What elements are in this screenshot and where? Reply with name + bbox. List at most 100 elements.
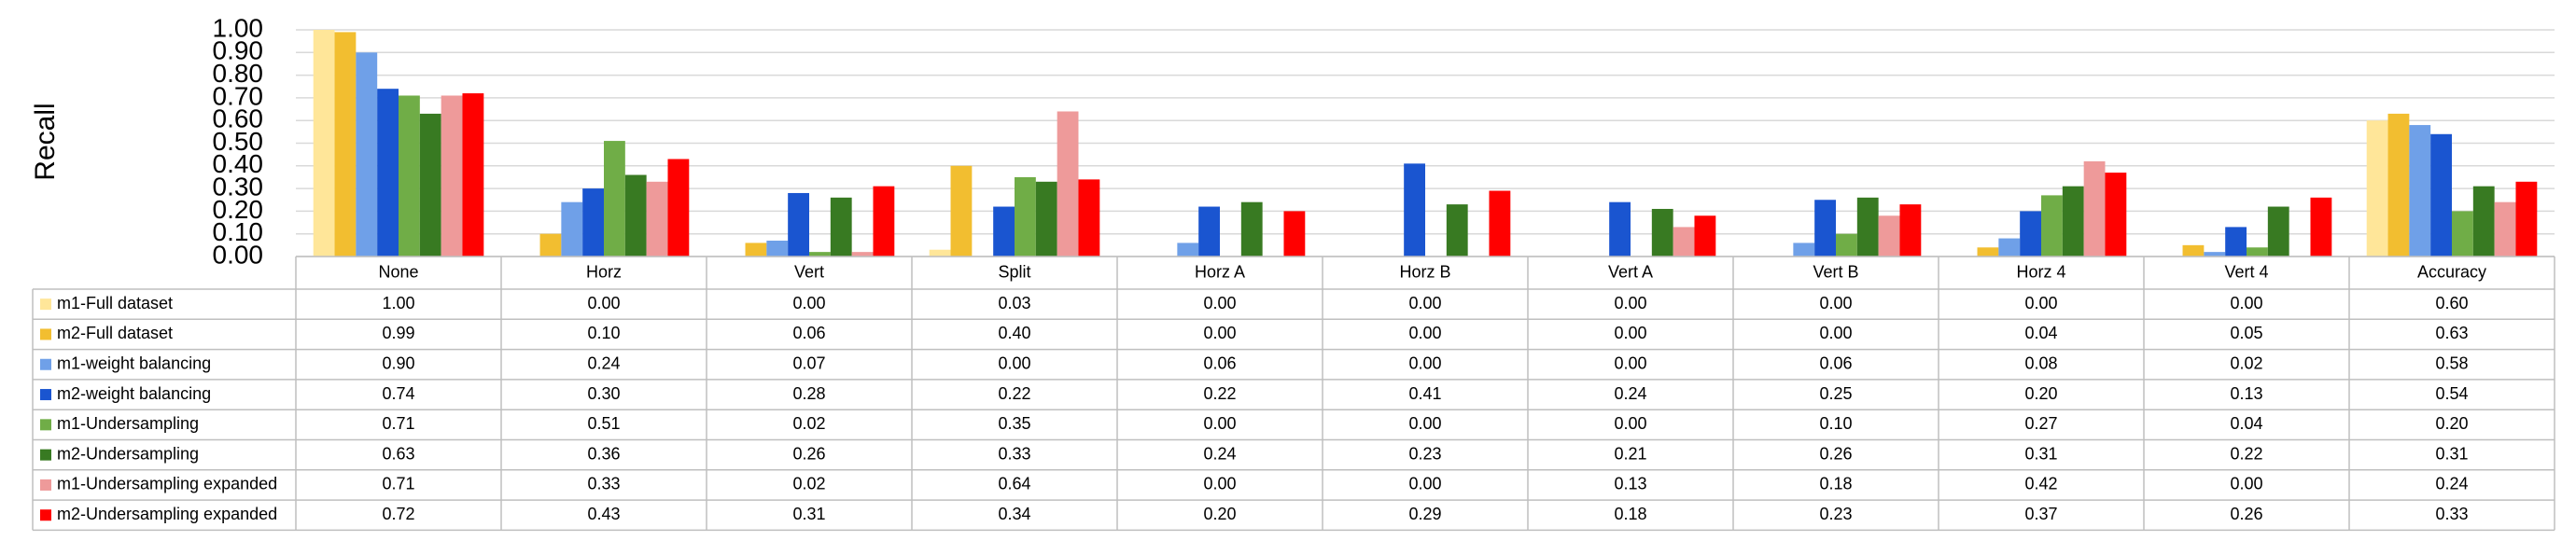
- table-value: 0.71: [382, 414, 414, 433]
- table-value: 0.28: [792, 384, 825, 403]
- table-value: 0.06: [1819, 354, 1852, 373]
- x-tick-label: Accuracy: [2417, 262, 2486, 281]
- y-tick-label: 0.50: [213, 127, 264, 156]
- table-value: 0.18: [1614, 505, 1646, 523]
- table-value: 0.08: [2024, 354, 2057, 373]
- y-axis-label: Recall: [30, 103, 61, 180]
- table-value: 0.74: [382, 384, 414, 403]
- x-tick-label: Horz A: [1195, 262, 1245, 281]
- table-value: 0.37: [2024, 505, 2057, 523]
- bar: [2452, 211, 2473, 257]
- bar: [1489, 190, 1511, 257]
- bar: [830, 197, 852, 257]
- table-value: 0.00: [2024, 294, 2057, 312]
- bar: [2409, 125, 2431, 257]
- table-value: 0.25: [1819, 384, 1852, 403]
- bar: [2247, 247, 2268, 257]
- legend-swatch: [40, 509, 51, 521]
- table-value: 0.00: [1203, 294, 1236, 312]
- bar: [1283, 211, 1306, 257]
- bar: [950, 165, 973, 257]
- bar: [334, 32, 357, 257]
- table-value: 0.33: [2435, 505, 2468, 523]
- bar: [2310, 197, 2332, 257]
- table-value: 0.23: [1408, 444, 1441, 463]
- legend-label: m2-Full dataset: [57, 324, 173, 342]
- y-tick-label: 0.70: [213, 81, 264, 110]
- bar: [1977, 247, 1999, 257]
- table-value: 0.42: [2024, 475, 2057, 493]
- table-value: 0.34: [998, 505, 1030, 523]
- bar: [539, 233, 562, 257]
- table-value: 0.72: [382, 505, 414, 523]
- table-value: 0.00: [1408, 294, 1441, 312]
- bar: [2083, 160, 2106, 257]
- bar: [993, 206, 1015, 257]
- legend-label: m1-weight balancing: [57, 354, 211, 373]
- x-tick-label: Vert A: [1608, 262, 1653, 281]
- y-tick-label: 0.00: [213, 240, 264, 269]
- bar: [2062, 186, 2084, 257]
- table-value: 0.41: [1408, 384, 1441, 403]
- table-value: 0.02: [2230, 354, 2262, 373]
- bar: [1694, 215, 1716, 257]
- bar: [2430, 133, 2452, 257]
- bar: [1878, 215, 1900, 257]
- table-value: 0.90: [382, 354, 414, 373]
- y-tick-label: 0.40: [213, 149, 264, 178]
- table-value: 0.36: [587, 444, 620, 463]
- table-value: 0.31: [792, 505, 825, 523]
- table-value: 0.20: [2024, 384, 2057, 403]
- table-value: 0.00: [1408, 324, 1441, 342]
- bar: [1240, 201, 1263, 257]
- table-value: 0.10: [587, 324, 620, 342]
- table-value: 0.00: [1614, 294, 1646, 312]
- table-value: 0.29: [1408, 505, 1441, 523]
- bar: [1856, 197, 1879, 257]
- bar: [851, 252, 874, 257]
- bar: [441, 95, 463, 257]
- table-value: 0.00: [1819, 294, 1852, 312]
- bar: [1404, 163, 1425, 257]
- bar: [766, 240, 789, 257]
- bar: [561, 201, 583, 257]
- table-value: 0.71: [382, 475, 414, 493]
- bar: [1177, 243, 1199, 257]
- table-value: 0.03: [998, 294, 1030, 312]
- y-tick-label: 0.20: [213, 195, 264, 224]
- y-tick-label: 0.60: [213, 104, 264, 133]
- table-value: 0.30: [587, 384, 620, 403]
- bar: [2387, 113, 2410, 257]
- table-value: 0.00: [2230, 475, 2262, 493]
- table-value: 0.00: [1614, 414, 1646, 433]
- bar: [1015, 176, 1036, 257]
- bar: [356, 52, 378, 257]
- x-tick-label: Vert 4: [2224, 262, 2268, 281]
- legend-label: m1-Full dataset: [57, 294, 173, 312]
- y-tick-label: 0.10: [213, 217, 264, 246]
- table-value: 0.13: [2230, 384, 2262, 403]
- bar: [377, 89, 399, 257]
- legend-swatch: [40, 358, 51, 370]
- bar: [2041, 195, 2063, 257]
- y-tick-label: 1.00: [213, 13, 264, 42]
- bar: [2472, 186, 2495, 257]
- legend-label: m2-weight balancing: [57, 384, 211, 403]
- bar: [624, 174, 647, 257]
- y-tick-label: 0.30: [213, 172, 264, 201]
- bar: [1198, 206, 1220, 257]
- table-value: 0.54: [2435, 384, 2468, 403]
- x-tick-label: None: [378, 262, 418, 281]
- table-value: 0.22: [2230, 444, 2262, 463]
- table-value: 0.00: [1614, 354, 1646, 373]
- bar: [1793, 243, 1815, 257]
- legend-label: m1-Undersampling expanded: [57, 475, 277, 493]
- bar: [873, 186, 895, 257]
- table-value: 0.22: [1203, 384, 1236, 403]
- legend-swatch: [40, 389, 51, 401]
- table-value: 0.22: [998, 384, 1030, 403]
- table-value: 0.26: [2230, 505, 2262, 523]
- table-value: 0.00: [1408, 414, 1441, 433]
- table-value: 0.99: [382, 324, 414, 342]
- table-value: 0.00: [998, 354, 1030, 373]
